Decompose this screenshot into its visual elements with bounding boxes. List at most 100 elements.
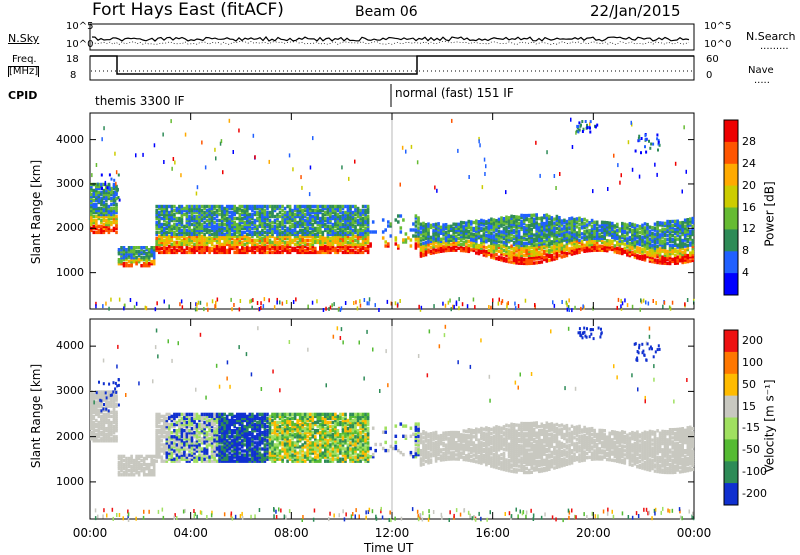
echo-cell [493, 234, 496, 237]
echo-cell [188, 458, 191, 461]
echo-cell [566, 220, 569, 223]
echo-cell [100, 390, 103, 393]
scatter-echo [436, 189, 438, 193]
echo-cell [578, 245, 581, 248]
echo-cell [176, 217, 179, 220]
echo-cell [271, 225, 274, 228]
echo-cell [95, 419, 98, 422]
scatter-echo [687, 298, 689, 302]
echo-cell [581, 240, 584, 243]
echo-cell [211, 233, 214, 236]
echo-cell [161, 439, 164, 442]
echo-cell [455, 235, 458, 238]
scatter-echo [574, 306, 576, 310]
echo-cell [123, 455, 126, 458]
echo-cell [561, 219, 564, 222]
echo-cell [485, 226, 488, 229]
echo-cell [513, 229, 516, 232]
echo-cell [274, 205, 277, 208]
echo-cell [103, 201, 106, 204]
echo-cell [198, 443, 201, 446]
echo-cell [241, 231, 244, 234]
echo-patch [638, 135, 640, 138]
echo-cell [332, 205, 335, 208]
scatter-echo [114, 152, 116, 156]
scatter-echo [345, 301, 347, 305]
echo-cell [113, 207, 116, 210]
echo-cell [332, 223, 335, 226]
echo-cell [470, 232, 473, 235]
scatter-echo [525, 299, 527, 303]
velocity-plot [90, 319, 694, 522]
echo-cell [535, 213, 538, 216]
echo-cell [463, 241, 466, 244]
echo-patch [117, 189, 119, 192]
echo-cell [173, 205, 176, 208]
echo-cell [306, 205, 309, 208]
echo-cell [291, 247, 294, 250]
echo-cell [294, 247, 297, 250]
echo-cell [148, 248, 151, 251]
echo-patch [101, 187, 103, 190]
echo-cell [123, 246, 126, 249]
echo-cell [211, 413, 214, 416]
scatter-echo [618, 298, 620, 302]
echo-cell [148, 463, 151, 466]
echo-cell [93, 219, 96, 222]
scatter-echo [180, 173, 182, 177]
scatter-echo [328, 307, 330, 311]
echo-cell [608, 221, 611, 224]
echo-cell [528, 218, 531, 221]
echo-cell [362, 251, 365, 254]
echo-cell [687, 218, 690, 221]
echo-patch [652, 143, 654, 146]
echo-cell [181, 205, 184, 208]
echo-cell [312, 205, 315, 208]
echo-cell [155, 237, 158, 240]
echo-cell [510, 245, 513, 248]
echo-cell [573, 218, 576, 221]
echo-cell [304, 239, 307, 242]
scatter-echo [181, 299, 183, 303]
scatter-echo [367, 301, 369, 305]
echo-cell [689, 229, 692, 232]
echo-cell [442, 245, 445, 248]
echo-cell [113, 425, 116, 428]
echo-cell [291, 223, 294, 226]
echo-cell [264, 209, 267, 212]
echo-cell [626, 249, 629, 252]
echo-cell [455, 223, 458, 226]
echo-cell [563, 225, 566, 228]
echo-cell [196, 413, 199, 416]
echo-cell [216, 219, 219, 222]
echo-cell [93, 203, 96, 206]
echo-cell [656, 221, 659, 224]
echo-cell [143, 262, 146, 265]
echo-cell [523, 226, 526, 229]
echo-cell [468, 244, 471, 247]
echo-cell [372, 220, 375, 223]
echo-cell [654, 258, 657, 261]
echo-cell [228, 205, 231, 208]
echo-cell [140, 455, 143, 458]
echo-cell [306, 247, 309, 250]
echo-cell [578, 239, 581, 242]
echo-cell [178, 455, 181, 458]
echo-cell [128, 469, 131, 472]
echo-cell [221, 243, 224, 246]
echo-cell [198, 415, 201, 418]
scatter-echo [316, 299, 318, 303]
scatter-echo [485, 164, 487, 168]
echo-cell [525, 224, 528, 227]
echo-cell [608, 239, 611, 242]
echo-cell [558, 216, 561, 219]
echo-cell [163, 223, 166, 226]
echo-cell [93, 421, 96, 424]
echo-cell [161, 205, 164, 208]
echo-cell [213, 245, 216, 248]
echo-cell [639, 225, 642, 228]
scatter-echo [110, 298, 112, 302]
scatter-echo [453, 305, 455, 309]
echo-cell [621, 240, 624, 243]
echo-cell [676, 255, 679, 258]
